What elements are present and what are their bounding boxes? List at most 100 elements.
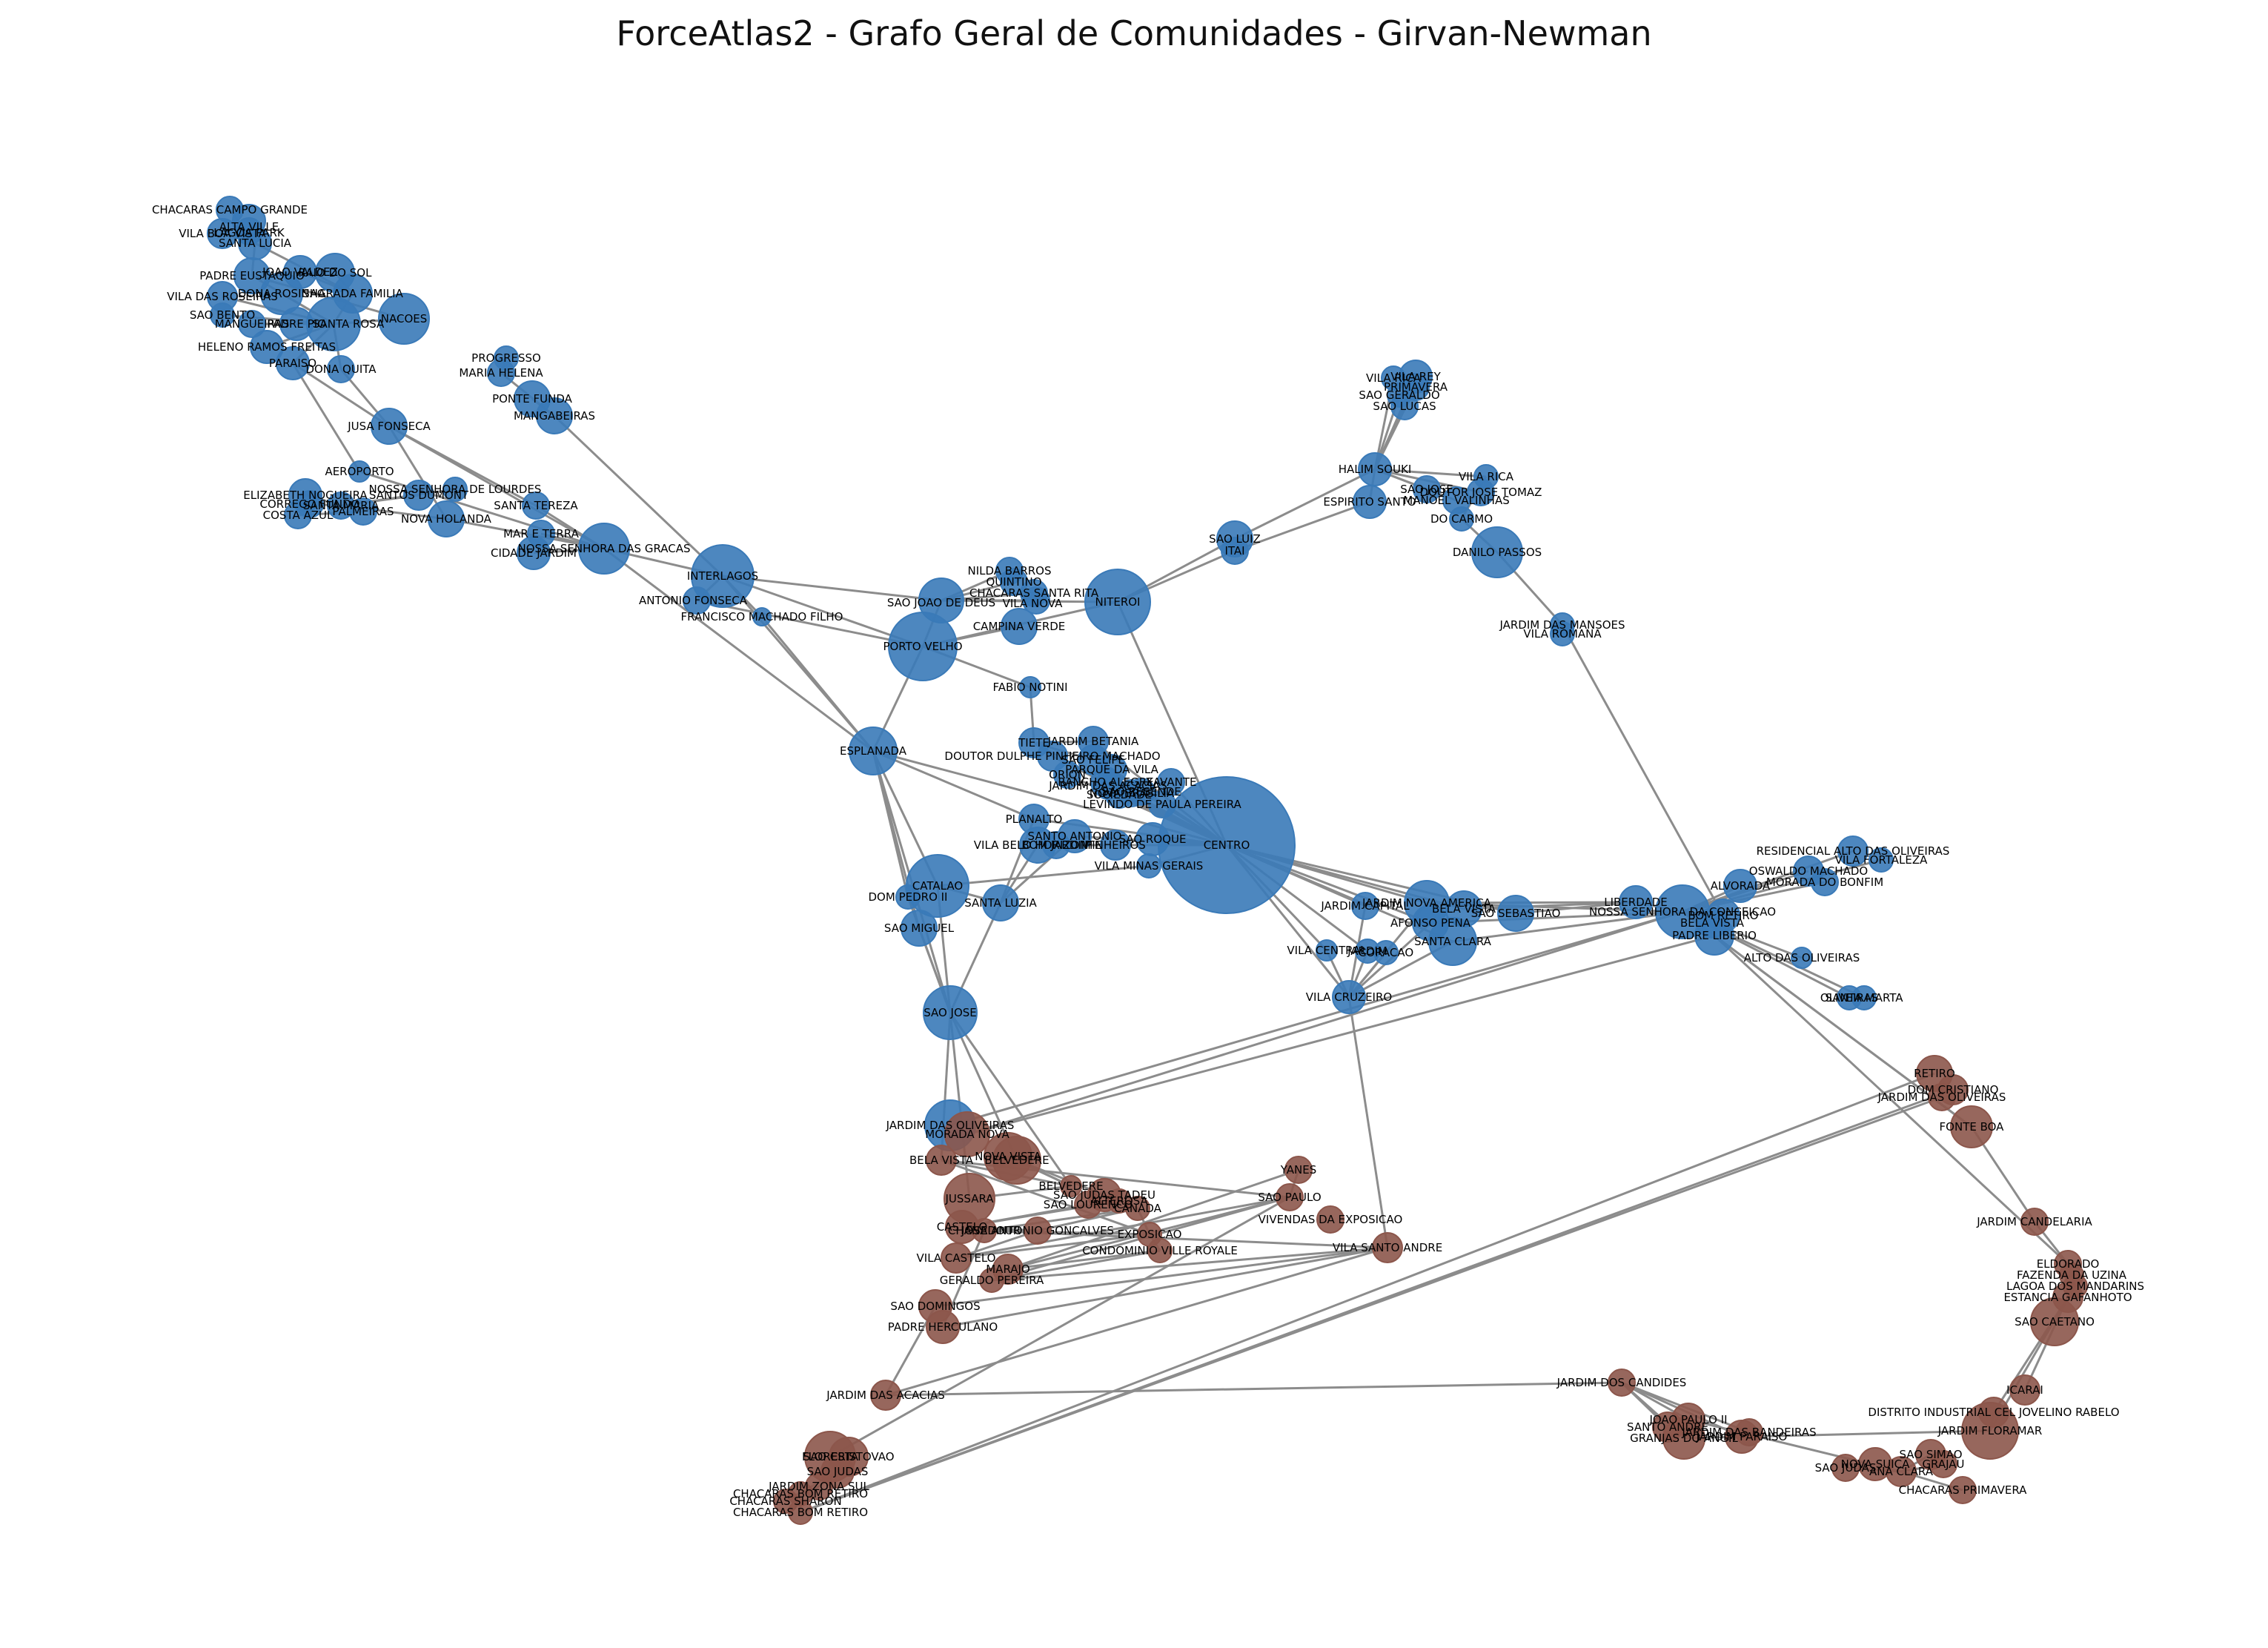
node-porto-velho xyxy=(888,612,958,681)
node-label: TIETE xyxy=(1018,736,1050,749)
node-label: BELVEDERE xyxy=(984,1154,1049,1167)
node-label: ICARAI xyxy=(2006,1383,2043,1397)
node-label: SAO LUIZ xyxy=(1209,532,1261,546)
node-label: BOM JARDIM xyxy=(1021,838,1090,852)
node-label: JARDIM DOS CANDIDES xyxy=(1556,1376,1687,1389)
node-jardim-floramar xyxy=(1961,1402,2019,1460)
node-morada-nova xyxy=(944,1111,990,1157)
node-label: PORTO VELHO xyxy=(883,640,962,653)
node-bela-vista xyxy=(926,1145,957,1176)
node-label: NOSSA SENHORA DAS GRACAS xyxy=(517,542,690,555)
node-label: PADRE PIO xyxy=(267,317,326,331)
node-nossa-senhora-de-lourdes xyxy=(442,477,468,502)
edge xyxy=(445,517,605,550)
edge xyxy=(800,1072,1935,1514)
node-label: RAIO DO SOL xyxy=(299,266,373,279)
node-label: JARDIM ZONA SUL xyxy=(768,1480,869,1493)
node-fabio-notini xyxy=(1019,676,1041,698)
node-mangueiras xyxy=(238,310,266,338)
node-label: MORADA NOVA xyxy=(925,1128,1009,1141)
node-dona-quita xyxy=(327,355,355,383)
node-label: CENTRO xyxy=(1204,838,1250,852)
node-label: SANTA LUZIA xyxy=(964,896,1037,910)
node-label: EXPOSICAO xyxy=(1118,1228,1182,1241)
node-dom-pedro-ii xyxy=(895,884,921,910)
node-fonte-boa xyxy=(1950,1105,1993,1148)
node-label: SAO FELIPE xyxy=(1061,753,1125,767)
node-santos-dumont xyxy=(403,480,434,511)
node-label: GRAJAU xyxy=(1922,1457,1964,1471)
node-padre-herculano xyxy=(926,1310,960,1344)
node-label: NOVA SUICA xyxy=(1841,1457,1910,1471)
node-label: PONTE FUNDA xyxy=(492,392,573,406)
node-label: SAO DOMINGOS xyxy=(890,1300,980,1313)
node-label: JARDIM BETANIA xyxy=(1047,735,1139,748)
node-santa-tereza xyxy=(522,492,550,520)
node-icarai xyxy=(2009,1374,2040,1406)
node-niteroi xyxy=(1084,569,1151,635)
node-vila-central xyxy=(1316,939,1338,962)
node-halim-souki xyxy=(1358,452,1392,486)
node-label: MANOEL VALINHAS xyxy=(1403,494,1509,507)
node-jardim-capital xyxy=(1351,892,1379,920)
node-label: NACOES xyxy=(381,312,428,325)
node-belvedere xyxy=(992,1136,1041,1185)
node-label: DONA ROSINHA xyxy=(238,287,326,300)
node-label: NOVA HOLANDA xyxy=(401,512,492,526)
node-label: SANTOS DUMONT xyxy=(369,489,469,502)
edge xyxy=(1713,934,2069,1265)
node-label: DO CARMO xyxy=(1430,512,1493,526)
edge xyxy=(1374,468,1487,478)
node-sao-resende xyxy=(1127,778,1155,806)
node-label: CHACARAS BOM RETIRO xyxy=(733,1506,868,1519)
edge xyxy=(603,547,874,752)
node-coracao xyxy=(1373,940,1399,965)
node-label: DISTRITO INDUSTRIAL CEL JOVELINO RABELO xyxy=(1868,1406,2119,1419)
node-label: ALTA VILLE xyxy=(219,220,279,234)
node-sao-caetano xyxy=(2030,1297,2079,1346)
node-label: HALIM SOUKI xyxy=(1339,463,1412,476)
node-jardim-candelaria xyxy=(2020,1208,2049,1236)
node-label: HELENO RAMOS FREITAS xyxy=(198,340,336,354)
node-label: DOUTOR JOSE TOMAZ xyxy=(1420,486,1542,499)
node-liberdade xyxy=(1619,885,1653,919)
node-label: ANA CLARA xyxy=(1869,1465,1934,1478)
node-label: DOM CRISTIANO xyxy=(1908,1083,1999,1096)
node-label: JUSA FONSECA xyxy=(347,420,431,433)
node-label: SANTO ANDRE xyxy=(1627,1420,1708,1434)
node-residencial-alto-das-oliveiras xyxy=(1837,835,1869,867)
node-label: PADRE LIBERIO xyxy=(1672,929,1757,942)
node-label: ALTEROSA xyxy=(1090,1194,1148,1208)
node-francisco-machado-filho xyxy=(752,607,772,626)
node-label: JARDIM FLORAMAR xyxy=(1937,1424,2043,1437)
node-label: OLIVEIRAS xyxy=(1820,991,1878,1005)
edge xyxy=(966,910,1683,1136)
node-label: SAO JOSE xyxy=(924,1006,977,1019)
node-label: YANES xyxy=(1280,1163,1316,1177)
node-itai xyxy=(1221,537,1249,565)
node-label: MAR E TERRA xyxy=(503,527,580,540)
node-label: CHACARAS BOM RETIRO xyxy=(733,1487,868,1500)
node-orion xyxy=(1053,761,1081,789)
node-label: SAO LUCAS xyxy=(1373,400,1436,413)
node-label: SAO PAULO xyxy=(1258,1191,1321,1204)
node-vila-santo-andre xyxy=(1372,1232,1403,1263)
edge xyxy=(359,470,605,550)
node-label: ESPLANADA xyxy=(840,744,907,758)
node-sao-sebastiao xyxy=(1497,895,1534,932)
node-label: SANTA MARIA xyxy=(303,499,379,512)
node-vivendas-da-exposicao xyxy=(1316,1205,1344,1234)
node-label: ELIZABETH NOGUEIRA xyxy=(243,489,368,502)
node-label: VILA NOVA xyxy=(1003,597,1063,610)
node-jardim-das-acacias xyxy=(870,1380,901,1411)
edge xyxy=(291,363,361,472)
node-vila-cruzeiro xyxy=(1332,980,1366,1014)
node-label: MORADA DO BONFIM xyxy=(1766,876,1883,889)
node-label: GRANJAS DO ANGIL xyxy=(1630,1432,1738,1445)
node-canada xyxy=(1125,1196,1150,1221)
node-label: VILA BELO HORIZONTE xyxy=(974,838,1101,852)
node-alvorada xyxy=(1723,869,1757,903)
node-santa-rosa xyxy=(306,297,361,351)
node-label: GERALDO PEREIRA xyxy=(940,1274,1044,1287)
node-vila-castelo xyxy=(941,1242,972,1274)
